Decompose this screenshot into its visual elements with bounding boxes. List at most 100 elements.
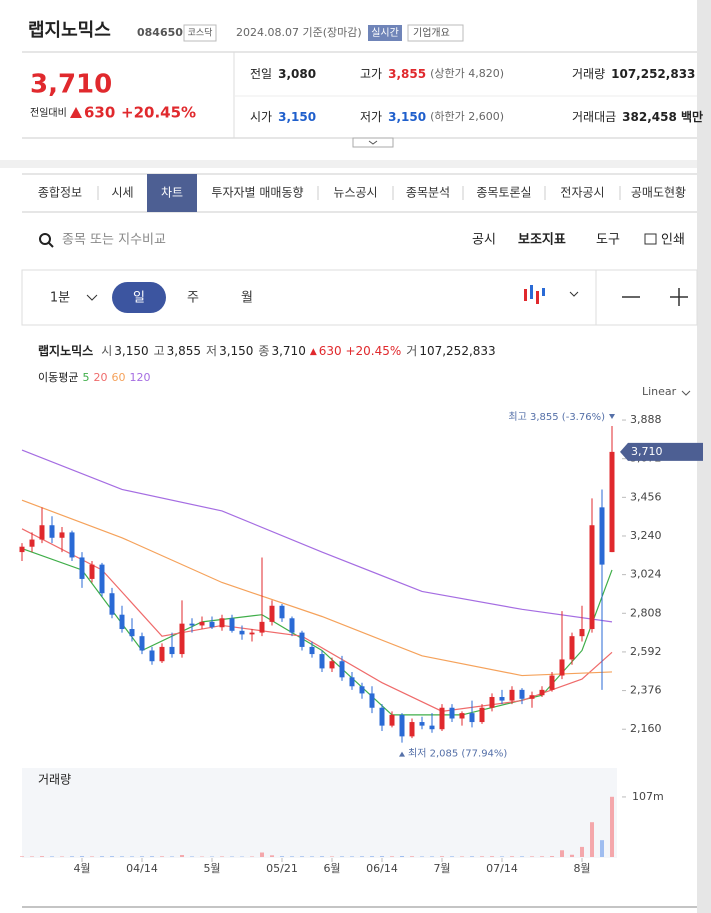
info-change: 630 +20.45% [319,344,402,358]
scale-type[interactable]: Linear [642,385,677,398]
volume-bar [290,856,294,857]
candle-body [549,675,555,690]
up-icon [70,107,82,118]
volume-bar [190,856,194,857]
company-button-label[interactable]: 기업개요 [413,26,450,39]
tab[interactable]: 종합정보 [38,186,82,200]
chart-title: 랩지노믹스 [38,343,93,358]
volume-bar [540,856,544,857]
high-icon [609,413,615,419]
tab[interactable]: 시세 [111,186,133,200]
market: 코스닥 [188,28,213,39]
candle-body [499,697,505,701]
stat-note: (하한가 2,600) [430,109,504,123]
period[interactable]: 주 [187,291,199,306]
stat: 저가 3,150 (하한가 2,600) [360,109,504,124]
volume-bar [470,856,474,857]
period-active[interactable] [112,282,166,313]
company-button[interactable] [407,24,464,42]
search-icon[interactable] [39,233,51,245]
stat: 전일 3,080 [250,67,316,81]
badge: 실시간 [371,27,399,39]
y-tick-label: 2,376 [630,684,662,697]
candle-body [269,605,275,622]
volume-bar [500,856,504,857]
tab[interactable]: 종목분석 [406,186,450,200]
date: 2024.08.07 기준(장마감) [236,26,362,39]
stat-label: 전일 [250,67,272,81]
tool[interactable]: 공시 [472,233,496,248]
volume-bar [520,856,524,857]
candle-body [359,686,365,694]
tab[interactable]: 전자공시 [560,186,604,200]
candle-body [289,618,295,633]
tool[interactable]: 보조지표 [518,233,566,248]
tab[interactable]: 공매도현황 [631,186,686,200]
info-label: 저 [206,344,217,358]
candle-body [589,525,595,630]
volume-bar [350,856,354,857]
legend-entry: 120 [129,371,150,384]
change: 630 [84,104,115,122]
stat-value: 382,458 백만 [622,109,703,124]
tab[interactable]: 뉴스공시 [333,186,377,200]
volume-bar [390,856,394,857]
candle-body [159,646,165,662]
candle-body [339,661,345,678]
volume-bar [330,856,334,857]
volume-bar [100,856,104,857]
stat: 시가 3,150 [250,110,316,124]
candle-body [599,507,605,565]
candle-body [279,605,285,619]
price: 3,710 [30,70,112,100]
period[interactable]: 일 [133,291,145,306]
ma-line [21,499,613,677]
price-tag [620,442,703,461]
candle-body [229,618,235,631]
chevron[interactable] [569,291,579,297]
legend-entry: 5 [82,371,89,384]
volume-bar [360,856,364,857]
volume-tick-label: 107m [632,790,664,803]
volume-bar [410,856,414,857]
candle-body [169,646,175,655]
stat-value: 3,150 [388,110,426,124]
x-tick-label: 5월 [203,862,220,875]
period[interactable]: 1분 [50,291,70,306]
chevron[interactable] [681,390,691,396]
volume-bar [130,856,134,857]
tab[interactable]: 차트 [161,186,183,200]
stat: 고가 3,855 (상한가 4,820) [360,67,504,81]
search-placeholder[interactable]: 종목 또는 지수비교 [62,233,166,248]
toggle[interactable] [352,137,394,148]
volume-bar [120,856,124,857]
tab-active[interactable] [147,174,197,212]
x-tick-label: 6월 [323,862,340,875]
candle-body [89,564,95,579]
tab[interactable]: 종목토론실 [476,186,531,200]
candle-body [19,546,25,553]
stat-value: 3,855 [388,67,426,81]
candle-body [569,636,575,660]
volume-bar [560,850,564,857]
volume-bar [580,846,584,857]
tool[interactable]: 도구 [596,233,620,248]
candle-icon[interactable] [524,285,545,304]
tool[interactable]: 인쇄 [661,233,685,248]
toggle-icon[interactable] [368,140,378,145]
stat-value: 107,252,833 [611,67,695,81]
volume-bar [50,856,54,857]
chevron[interactable] [86,294,98,301]
print-icon[interactable] [644,233,657,245]
candle-body [309,646,315,655]
candle-body [409,722,415,737]
tab[interactable]: 투자자별 매매동향 [211,186,303,200]
period[interactable]: 월 [241,291,253,306]
volume-bar [110,856,114,857]
info-value: 3,150 [219,344,253,358]
x-tick-label: 07/14 [486,862,518,875]
volume-bar [440,856,444,857]
search-icon[interactable] [48,242,54,248]
